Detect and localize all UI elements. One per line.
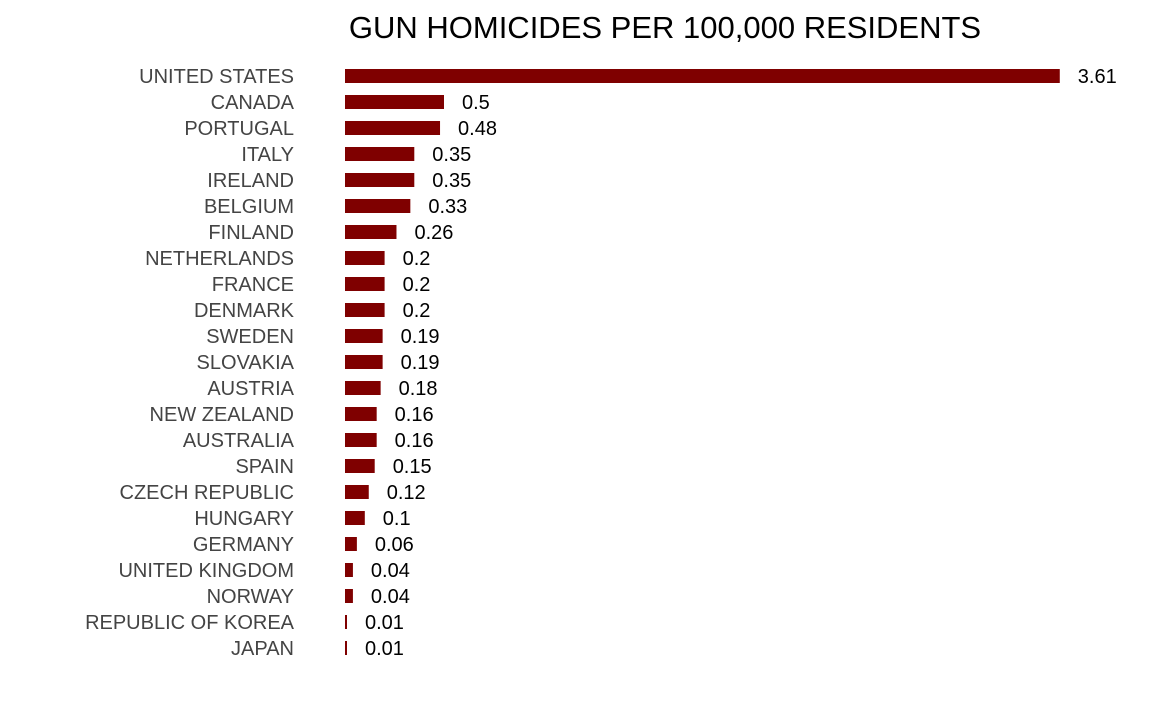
category-label: CZECH REPUBLIC [120,482,294,504]
bar [345,277,385,291]
category-label: FINLAND [208,222,294,244]
category-label: HUNGARY [194,508,294,530]
bars [345,69,1060,655]
value-label: 0.18 [399,378,438,400]
value-label: 0.2 [403,248,431,270]
category-label: SPAIN [235,456,294,478]
bar [345,381,381,395]
category-label: JAPAN [231,638,294,660]
category-label: REPUBLIC OF KOREA [85,612,295,634]
value-label: 0.26 [414,222,453,244]
value-label: 0.33 [428,196,467,218]
value-label: 0.35 [432,144,471,166]
value-label: 0.5 [462,92,490,114]
category-label: CANADA [211,92,295,114]
category-label: NORWAY [207,586,294,608]
bar [345,329,383,343]
value-label: 0.01 [365,638,404,660]
value-label: 0.01 [365,612,404,634]
bar [345,69,1060,83]
value-label: 0.48 [458,118,497,140]
bar [345,251,385,265]
value-label: 0.16 [395,430,434,452]
category-label: IRELAND [207,170,294,192]
value-label: 0.04 [371,560,410,582]
bar [345,459,375,473]
category-label: NETHERLANDS [145,248,294,270]
value-label: 0.2 [403,300,431,322]
bar [345,147,415,161]
category-labels: UNITED STATES CANADA PORTUGAL ITALY IRELAND B… [85,66,295,660]
category-label: ITALY [241,144,294,166]
bar [345,173,415,187]
value-label: 0.19 [401,352,440,374]
value-label: 0.06 [375,534,414,556]
bar [345,225,397,239]
category-label: GERMANY [193,534,294,556]
category-label: UNITED STATES [139,66,294,88]
bar [345,199,411,213]
value-label: 0.12 [387,482,426,504]
value-labels: 3.61 0.5 0.48 0.35 0.35 0.33 0.26 0.2 0.2 0.2 0.19… [365,66,1117,660]
category-label: FRANCE [212,274,294,296]
value-label: 0.2 [403,274,431,296]
bar [345,511,365,525]
category-label: SWEDEN [206,326,294,348]
bar [345,485,369,499]
bar [345,563,353,577]
value-label: 0.35 [432,170,471,192]
category-label: BELGIUM [204,196,294,218]
bar [345,589,353,603]
category-label: AUSTRIA [207,378,294,400]
chart-title: GUN HOMICIDES PER 100,000 RESIDENTS [349,10,981,45]
value-label: 0.16 [395,404,434,426]
bar [345,407,377,421]
category-label: PORTUGAL [184,118,294,140]
value-label: 0.04 [371,586,410,608]
value-label: 3.61 [1078,66,1117,88]
bar [345,355,383,369]
bar [345,303,385,317]
value-label: 0.19 [401,326,440,348]
bar [345,433,377,447]
category-label: UNITED KINGDOM [118,560,294,582]
value-label: 0.1 [383,508,411,530]
bar [345,641,347,655]
category-label: AUSTRALIA [183,430,295,452]
bar [345,121,441,135]
bar [345,95,444,109]
category-label: DENMARK [194,300,295,322]
value-label: 0.15 [393,456,432,478]
category-label: NEW ZEALAND [150,404,294,426]
bar [345,615,347,629]
category-label: SLOVAKIA [197,352,295,374]
bar [345,537,357,551]
